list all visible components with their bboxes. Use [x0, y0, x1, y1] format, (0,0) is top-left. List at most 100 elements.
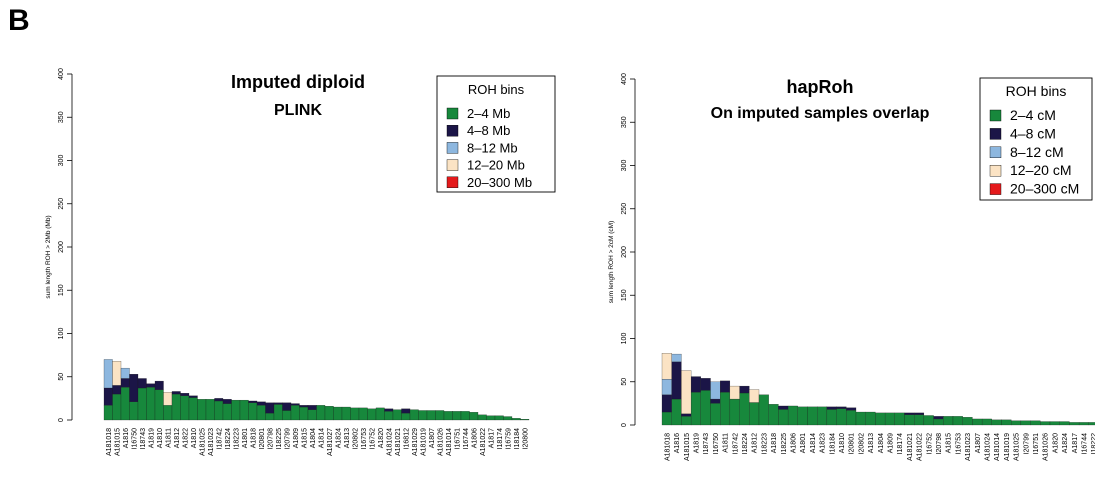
x-tick-label: A1806: [790, 433, 797, 453]
x-tick-label: I18224: [742, 433, 749, 455]
bar-segment: [154, 380, 164, 390]
x-tick-label: A1818: [771, 433, 778, 453]
bar-segment: [231, 399, 241, 421]
bar-segment: [316, 405, 326, 421]
bar-segment: [214, 398, 224, 402]
bar-segment: [146, 387, 156, 421]
x-tick-label: I20799: [284, 428, 291, 450]
bar-segment: [1011, 420, 1022, 426]
bar-segment: [914, 414, 925, 426]
bar-segment: [129, 401, 139, 421]
x-tick-label: A1814: [810, 433, 817, 453]
bar-segment: [690, 376, 701, 393]
bar-segment: [205, 399, 215, 421]
bar-segment: [1001, 419, 1012, 426]
bar-segment: [749, 402, 760, 426]
y-tick-label: 50: [58, 373, 65, 381]
bar-segment: [299, 405, 309, 408]
bar-segment: [661, 353, 672, 380]
legend-swatch: [446, 142, 459, 154]
x-tick-label: I18742: [732, 433, 739, 455]
x-tick-label: I20802: [858, 433, 865, 455]
x-tick-label: I16752: [926, 433, 933, 455]
bar-segment: [758, 394, 769, 426]
y-tick-label: 100: [58, 328, 65, 340]
x-tick-label: A1811: [723, 433, 730, 453]
bar-segment: [807, 406, 818, 426]
legend-label: 8–12 Mb: [467, 140, 518, 155]
x-tick-label: A181025: [199, 428, 206, 456]
legend-swatch: [989, 164, 1002, 177]
x-tick-label: A1820: [1052, 433, 1059, 453]
bar-segment: [180, 395, 190, 421]
x-tick-label: I18223: [761, 433, 768, 455]
y-tick-label: 400: [621, 73, 628, 85]
bar-segment: [846, 407, 857, 411]
bar-segment: [503, 416, 513, 421]
bar-segment: [846, 410, 857, 426]
bar-segment: [826, 406, 837, 410]
x-tick-label: I20800: [522, 428, 529, 450]
bar-segment: [739, 385, 750, 394]
bar-segment: [409, 409, 419, 421]
bar-segment: [273, 404, 283, 421]
bar-segment: [962, 417, 973, 426]
y-tick-label: 200: [621, 246, 628, 258]
y-tick-label: 200: [58, 241, 65, 253]
bar-segment: [875, 412, 886, 426]
bar-segment: [384, 411, 394, 421]
bar-segment: [884, 412, 895, 426]
bar-segment: [661, 379, 672, 395]
bar-segment: [171, 391, 181, 395]
x-tick-label: I18743: [703, 433, 710, 455]
bar-segment: [248, 402, 258, 421]
y-tick-label: 250: [58, 198, 65, 210]
x-tick-label: I18225: [276, 428, 283, 450]
x-tick-label: A1819: [148, 428, 155, 448]
bar-segment: [248, 400, 258, 403]
x-tick-label: A1816: [123, 428, 130, 448]
bar-segment: [120, 387, 130, 421]
x-tick-label: I16744: [1081, 433, 1088, 455]
legend-title: ROH bins: [1006, 83, 1067, 99]
y-tick-label: 400: [58, 68, 65, 80]
bar-segment: [265, 402, 275, 414]
bar-segment: [384, 408, 394, 412]
legend-label: 4–8 Mb: [467, 123, 510, 138]
x-tick-label: A1824: [1062, 433, 1069, 453]
x-tick-label: A1804: [878, 433, 885, 453]
bar-segment: [817, 406, 828, 426]
bar-segment: [401, 412, 411, 421]
bar-segment: [826, 409, 837, 426]
x-tick-label: I20801: [849, 433, 856, 455]
x-tick-label: A181027: [327, 428, 334, 456]
y-axis-label: sum length ROH > 2cM (cM): [608, 221, 615, 304]
x-tick-label: A181021: [395, 428, 402, 456]
bar-segment: [469, 412, 479, 421]
bar-segment: [710, 381, 721, 400]
bar-segment: [307, 409, 317, 421]
x-tick-label: A1812: [752, 433, 759, 453]
x-tick-label: A1810: [191, 428, 198, 448]
legend-label: 20–300 Mb: [467, 175, 532, 190]
legend-swatch: [989, 146, 1002, 159]
x-tick-label: I16753: [955, 433, 962, 455]
bar-segment: [112, 385, 122, 395]
bar-segment: [720, 380, 731, 393]
bar-segment: [265, 412, 275, 421]
bar-segment: [914, 412, 925, 415]
chart-subtitle: PLINK: [274, 102, 322, 119]
bar-segment: [923, 415, 934, 426]
x-tick-label: I20798: [936, 433, 943, 455]
x-tick-label: A181019: [420, 428, 427, 456]
x-tick-label: I18223: [233, 428, 240, 450]
bar-segment: [991, 419, 1002, 426]
x-tick-label: A181024: [984, 433, 991, 461]
x-tick-label: I18743: [140, 428, 147, 450]
bar-segment: [671, 353, 682, 362]
bar-segment: [367, 408, 377, 421]
x-tick-label: A1819: [693, 433, 700, 453]
x-tick-label: A1811: [165, 428, 172, 448]
legend-label: 12–20 Mb: [467, 158, 525, 173]
bar-segment: [1040, 421, 1051, 426]
